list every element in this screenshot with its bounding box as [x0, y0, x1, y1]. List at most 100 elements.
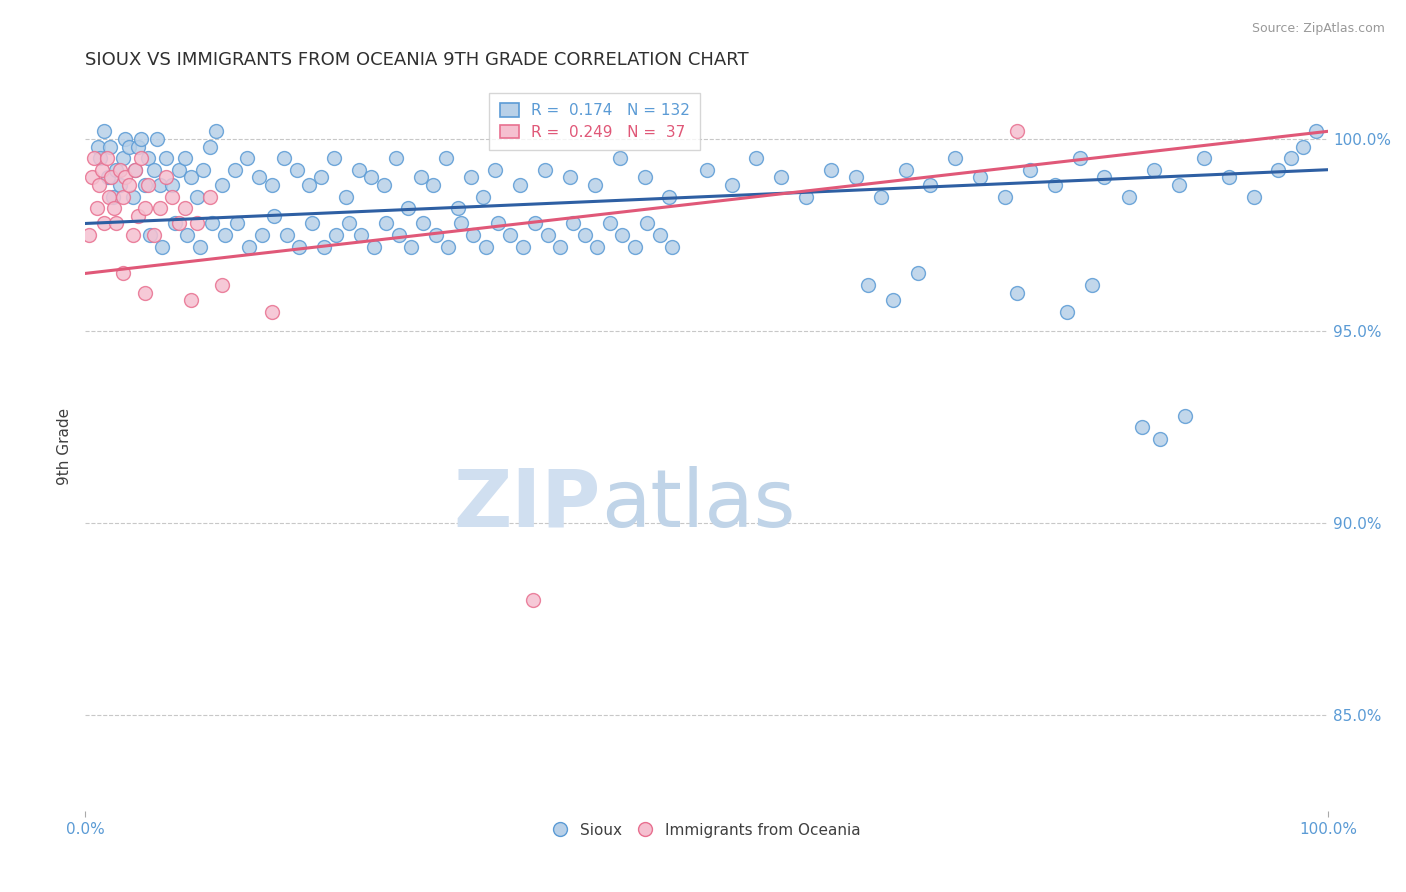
Point: [1174, 409, 1197, 423]
Point: [1279, 151, 1302, 165]
Point: [180, 293, 202, 308]
Point: [149, 201, 172, 215]
Point: [260, 178, 283, 192]
Point: [80, 170, 103, 185]
Point: [149, 178, 172, 192]
Point: [373, 178, 395, 192]
Point: [969, 170, 991, 185]
Text: Source: ZipAtlas.com: Source: ZipAtlas.com: [1251, 22, 1385, 36]
Point: [288, 239, 311, 253]
Point: [1192, 151, 1215, 165]
Point: [105, 162, 128, 177]
Point: [188, 239, 211, 253]
Point: [398, 201, 420, 215]
Point: [134, 178, 156, 192]
Point: [1143, 162, 1166, 177]
Point: [412, 217, 434, 231]
Point: [1243, 189, 1265, 203]
Point: [136, 178, 159, 192]
Point: [633, 170, 655, 185]
Point: [89, 151, 111, 165]
Point: [548, 239, 571, 253]
Point: [162, 178, 184, 192]
Point: [696, 162, 718, 177]
Point: [858, 277, 880, 292]
Point: [77, 227, 100, 242]
Point: [486, 217, 509, 231]
Point: [142, 227, 165, 242]
Point: [162, 189, 184, 203]
Point: [105, 217, 128, 231]
Point: [108, 162, 131, 177]
Point: [820, 162, 842, 177]
Point: [636, 217, 658, 231]
Point: [1305, 124, 1327, 138]
Point: [114, 170, 136, 185]
Point: [142, 162, 165, 177]
Point: [152, 239, 174, 253]
Point: [211, 178, 233, 192]
Point: [127, 209, 149, 223]
Point: [1069, 151, 1091, 165]
Point: [399, 239, 422, 253]
Point: [994, 189, 1017, 203]
Point: [499, 227, 522, 242]
Point: [100, 170, 122, 185]
Point: [360, 170, 382, 185]
Point: [201, 217, 224, 231]
Point: [1130, 420, 1153, 434]
Text: SIOUX VS IMMIGRANTS FROM OCEANIA 9TH GRADE CORRELATION CHART: SIOUX VS IMMIGRANTS FROM OCEANIA 9TH GRA…: [86, 51, 749, 69]
Point: [87, 139, 110, 153]
Point: [335, 189, 357, 203]
Point: [180, 170, 202, 185]
Point: [1043, 178, 1066, 192]
Point: [661, 239, 683, 253]
Point: [101, 189, 124, 203]
Legend: Sioux, Immigrants from Oceania: Sioux, Immigrants from Oceania: [547, 816, 868, 844]
Point: [127, 139, 149, 153]
Point: [943, 151, 966, 165]
Point: [86, 201, 108, 215]
Point: [869, 189, 891, 203]
Point: [111, 151, 134, 165]
Point: [894, 162, 917, 177]
Point: [146, 132, 169, 146]
Point: [385, 151, 408, 165]
Point: [1056, 305, 1078, 319]
Point: [323, 151, 346, 165]
Point: [276, 227, 298, 242]
Point: [90, 162, 112, 177]
Point: [186, 217, 208, 231]
Point: [301, 217, 323, 231]
Point: [720, 178, 742, 192]
Point: [574, 227, 596, 242]
Point: [93, 124, 115, 138]
Point: [325, 227, 347, 242]
Point: [311, 170, 333, 185]
Point: [298, 178, 321, 192]
Point: [474, 239, 496, 253]
Point: [121, 227, 143, 242]
Point: [347, 162, 370, 177]
Point: [425, 227, 447, 242]
Point: [198, 139, 221, 153]
Point: [907, 267, 929, 281]
Point: [1018, 162, 1040, 177]
Point: [118, 139, 141, 153]
Point: [193, 162, 215, 177]
Point: [114, 132, 136, 146]
Point: [205, 124, 228, 138]
Point: [537, 227, 560, 242]
Point: [1149, 432, 1171, 446]
Point: [134, 201, 156, 215]
Point: [337, 217, 360, 231]
Point: [524, 217, 547, 231]
Point: [136, 151, 159, 165]
Point: [522, 593, 544, 607]
Point: [658, 189, 681, 203]
Point: [1218, 170, 1240, 185]
Point: [845, 170, 868, 185]
Point: [226, 217, 249, 231]
Point: [1292, 139, 1315, 153]
Point: [250, 227, 273, 242]
